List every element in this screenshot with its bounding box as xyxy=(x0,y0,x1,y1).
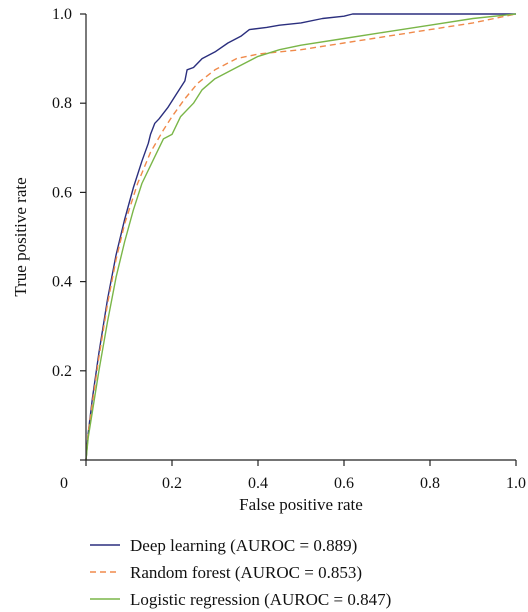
series-line-2 xyxy=(86,14,516,460)
x-tick-label: 0.4 xyxy=(248,475,268,492)
x-tick-label: 1.0 xyxy=(506,475,526,492)
legend-label-1: Deep learning (AUROC = 0.889) xyxy=(130,536,357,555)
legend: Deep learning (AUROC = 0.889) Random fore… xyxy=(90,536,391,609)
series-line-1 xyxy=(86,14,516,460)
y-tick-label: 0.2 xyxy=(52,363,72,380)
y-tick-label: 0.8 xyxy=(52,95,72,112)
x-tick-label: 0 xyxy=(60,475,68,492)
x-axis-title: False positive rate xyxy=(239,495,363,514)
y-axis-title: True positive rate xyxy=(11,177,30,296)
y-tick-label: 1.0 xyxy=(52,6,72,23)
legend-label-2: Random forest (AUROC = 0.853) xyxy=(130,563,362,582)
series-line-3 xyxy=(86,14,516,460)
x-tick-label: 0.2 xyxy=(162,475,182,492)
y-tick-label: 0.6 xyxy=(52,184,72,201)
plot-area xyxy=(86,14,516,460)
x-tick-label: 0.6 xyxy=(334,475,354,492)
y-tick-label: 0.4 xyxy=(52,274,72,291)
x-tick-label: 0.8 xyxy=(420,475,440,492)
legend-label-3: Logistic regression (AUROC = 0.847) xyxy=(130,590,391,609)
